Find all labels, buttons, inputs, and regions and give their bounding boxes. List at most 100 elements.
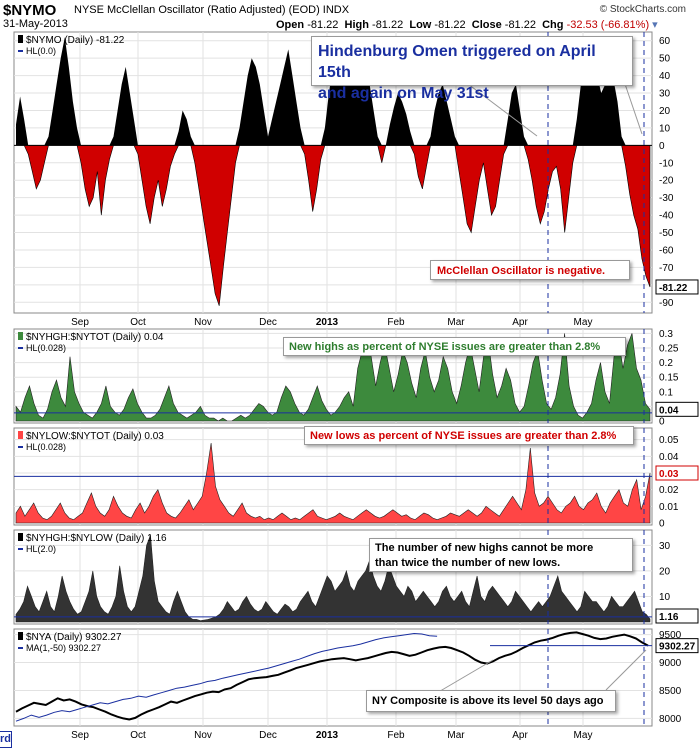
high-label: High bbox=[344, 19, 369, 31]
chg-label: Chg bbox=[542, 19, 564, 31]
positive-area bbox=[16, 37, 650, 146]
omen-callout-pointer bbox=[467, 83, 538, 137]
y-tick-label: 0.3 bbox=[659, 329, 673, 340]
close-value: -81.22 bbox=[504, 19, 536, 31]
chg-value: -32.53 (-66.81%) bbox=[566, 19, 650, 31]
y-tick-label: 0.25 bbox=[659, 343, 679, 354]
x-tick-label: Oct bbox=[130, 317, 146, 328]
y-tick-label: 60 bbox=[659, 36, 671, 47]
lows-callout-text: New lows as percent of NYSE issues are g… bbox=[310, 430, 617, 442]
y-tick-label: 0.2 bbox=[659, 358, 673, 369]
x-tick-label: Dec bbox=[259, 730, 277, 741]
legend-line-label: HL(0.028) bbox=[26, 343, 66, 353]
chart-date: 31-May-2013 bbox=[3, 18, 68, 30]
last-value-label: 0.03 bbox=[659, 469, 679, 480]
legend-line-label: HL(0.028) bbox=[26, 442, 66, 452]
y-tick-label: 0 bbox=[659, 519, 665, 530]
negative-callout-text: McClellan Oscillator is negative. bbox=[437, 265, 606, 277]
y-tick-label: -50 bbox=[659, 228, 674, 239]
omen-callout-line-1: Hindenburg Omen triggered on April 15th bbox=[318, 43, 596, 81]
legend-swatch bbox=[18, 35, 23, 43]
legend-series-label: $NYA (Daily) 9302.27 bbox=[26, 632, 122, 643]
x-tick-label: 2013 bbox=[316, 317, 339, 328]
y-tick-label: 30 bbox=[659, 89, 671, 100]
y-tick-label: 0.01 bbox=[659, 502, 679, 513]
negative-callout: McClellan Oscillator is negative. bbox=[430, 260, 630, 280]
x-tick-label: Sep bbox=[71, 730, 89, 741]
y-tick-label: 8500 bbox=[659, 686, 682, 697]
y-tick-label: 8000 bbox=[659, 714, 682, 725]
close-label: Close bbox=[471, 19, 502, 31]
last-value-box bbox=[655, 608, 699, 624]
y-tick-label: 20 bbox=[659, 106, 671, 117]
y-tick-label: -30 bbox=[659, 193, 674, 204]
y-tick-label: 50 bbox=[659, 54, 671, 65]
cut-off-label-text: rd bbox=[0, 733, 11, 745]
low-label: Low bbox=[409, 19, 432, 31]
chevron-down-icon[interactable]: ▾ bbox=[652, 19, 658, 31]
legend-series-label: $NYHGH:$NYTOT (Daily) 0.04 bbox=[26, 332, 164, 343]
series-area bbox=[15, 442, 651, 524]
last-value-box bbox=[655, 465, 699, 481]
nya-series-line bbox=[15, 631, 649, 721]
last-value-box bbox=[655, 638, 699, 654]
last-value-box bbox=[655, 279, 699, 295]
x-tick-label: Apr bbox=[512, 317, 528, 328]
highs-callout-text: New highs as percent of NYSE issues are … bbox=[289, 341, 601, 353]
legend-swatch bbox=[18, 632, 23, 640]
y-tick-label: 0 bbox=[659, 417, 665, 428]
omen-callout-pointer bbox=[624, 83, 643, 135]
low-value: -81.22 bbox=[434, 19, 466, 31]
last-value-label: 9302.27 bbox=[659, 642, 696, 653]
y-tick-label: 0.05 bbox=[659, 435, 679, 446]
legend-line-label: HL(0.0) bbox=[26, 46, 56, 56]
last-value-box bbox=[655, 401, 699, 417]
y-tick-label: 0.02 bbox=[659, 485, 679, 496]
brand-label: © StockCharts.com bbox=[599, 4, 686, 15]
y-tick-label: 0.04 bbox=[659, 452, 679, 463]
y-tick-label: 10 bbox=[659, 123, 671, 134]
x-tick-label: May bbox=[574, 317, 593, 328]
legend-line-label: MA(1,-50) 9302.27 bbox=[26, 643, 101, 653]
x-tick-label: Feb bbox=[387, 317, 405, 328]
legend-series-label: $NYMO (Daily) -81.22 bbox=[26, 35, 125, 46]
x-tick-label: Nov bbox=[194, 730, 212, 741]
nya-callout: NY Composite is above its level 50 days … bbox=[366, 690, 616, 712]
omen-callout: Hindenburg Omen triggered on April 15th … bbox=[311, 36, 633, 102]
chart-header: $NYMO NYSE McClellan Oscillator (Ratio A… bbox=[0, 0, 700, 32]
high-value: -81.22 bbox=[372, 19, 404, 31]
ratio-callout: The number of new highs cannot be more t… bbox=[369, 538, 633, 572]
y-tick-label: 0.15 bbox=[659, 373, 679, 384]
y-tick-label: 0.1 bbox=[659, 387, 673, 398]
x-tick-label: Mar bbox=[447, 730, 465, 741]
legend-swatch bbox=[18, 431, 23, 439]
x-tick-label: Oct bbox=[130, 730, 146, 741]
x-tick-label: Apr bbox=[512, 730, 528, 741]
y-tick-label: 20 bbox=[659, 566, 671, 577]
series-area bbox=[15, 534, 651, 623]
y-tick-label: -90 bbox=[659, 298, 674, 309]
series-area bbox=[15, 333, 651, 422]
last-value-label: 0.04 bbox=[659, 405, 679, 416]
y-tick-label: -10 bbox=[659, 158, 674, 169]
x-tick-label: Feb bbox=[387, 730, 405, 741]
lows-callout: New lows as percent of NYSE issues are g… bbox=[304, 426, 634, 445]
legend-series-label: $NYLOW:$NYTOT (Daily) 0.03 bbox=[26, 431, 164, 442]
nya-callout-text: NY Composite is above its level 50 days … bbox=[372, 695, 604, 707]
y-tick-label: 0 bbox=[659, 141, 665, 152]
ratio-callout-line-2: than twice the number of new lows. bbox=[375, 557, 561, 569]
legend-series-label: $NYHGH:$NYLOW (Daily) 1.16 bbox=[26, 533, 167, 544]
ohlc-readout: Open -81.22 High -81.22 Low -81.22 Close… bbox=[276, 18, 658, 31]
legend-swatch bbox=[18, 332, 23, 340]
x-tick-label: Dec bbox=[259, 317, 277, 328]
highs-callout: New highs as percent of NYSE issues are … bbox=[283, 337, 626, 356]
legend-swatch bbox=[18, 533, 23, 541]
x-tick-label: Nov bbox=[194, 317, 212, 328]
open-value: -81.22 bbox=[307, 19, 339, 31]
x-tick-label: Mar bbox=[447, 317, 465, 328]
y-tick-label: -40 bbox=[659, 211, 674, 222]
open-label: Open bbox=[276, 19, 305, 31]
y-tick-label: 9500 bbox=[659, 630, 682, 641]
